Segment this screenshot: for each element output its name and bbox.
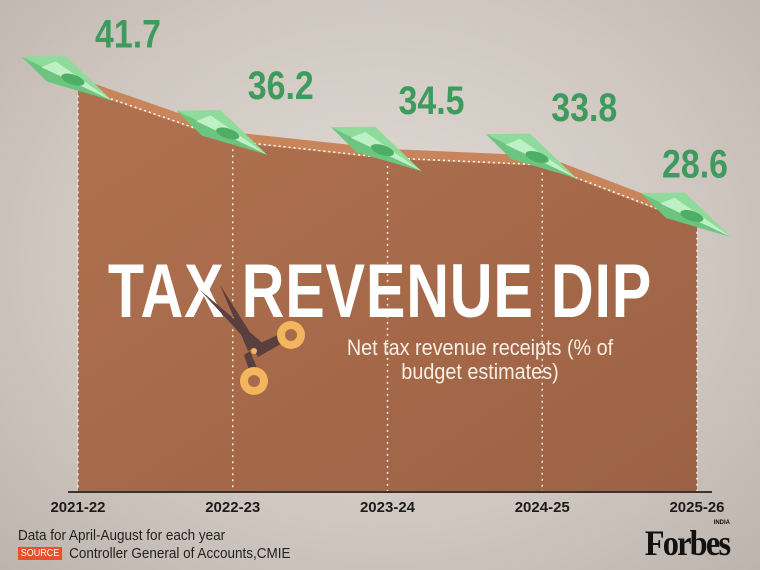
money-paper-plane-icon: [640, 192, 732, 238]
value-label: 28.6: [662, 143, 728, 187]
chart-title: TAX REVENUE DIP: [107, 249, 653, 334]
x-tick-label: 2025-26: [669, 499, 724, 516]
source-line: SOURCE Controller General of Accounts,CMI…: [18, 545, 290, 562]
money-paper-plane-icon: [21, 56, 113, 101]
source-badge: SOURCE: [18, 547, 62, 560]
x-tick-label: 2023-24: [360, 499, 416, 516]
data-note: Data for April-August for each year: [18, 527, 226, 544]
scissors-icon: [200, 285, 305, 395]
money-paper-plane-icon: [176, 110, 268, 155]
value-label: 34.5: [399, 79, 465, 123]
source-text: Controller General of Accounts,CMIE: [69, 545, 291, 562]
chart-subtitle: Net tax revenue receipts (% of budget es…: [346, 335, 614, 384]
value-label: 41.7: [95, 12, 161, 56]
x-tick-label: 2022-23: [205, 499, 260, 516]
value-label: 33.8: [551, 86, 617, 130]
money-paper-plane-icon: [331, 126, 422, 172]
forbes-logo: Forbes: [644, 523, 731, 563]
x-tick-label: 2021-22: [50, 499, 105, 516]
value-label: 36.2: [248, 64, 314, 108]
logo-sub: INDIA: [713, 520, 730, 526]
money-paper-plane-icon: [485, 133, 577, 179]
x-tick-label: 2024-25: [515, 499, 570, 516]
